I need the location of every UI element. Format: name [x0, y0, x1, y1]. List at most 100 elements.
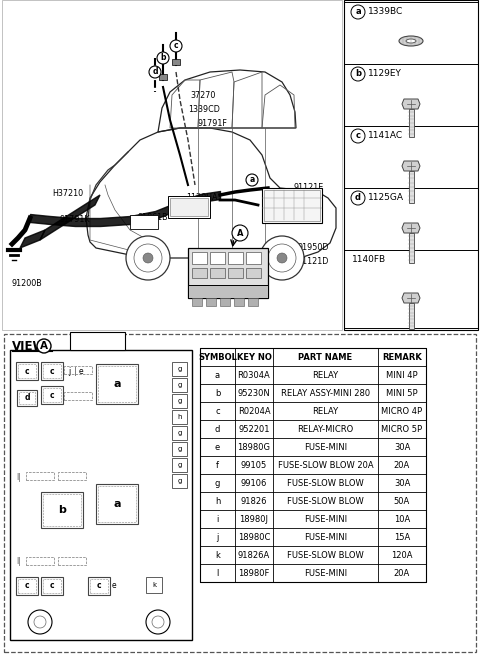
Bar — [188, 285, 268, 298]
Bar — [88, 577, 110, 595]
Text: c: c — [24, 581, 29, 590]
Bar — [192, 268, 207, 278]
Text: 20A: 20A — [394, 569, 410, 577]
Circle shape — [134, 244, 162, 272]
Bar — [246, 268, 261, 278]
Text: KEY NO: KEY NO — [237, 352, 271, 361]
Text: A: A — [40, 341, 48, 351]
Circle shape — [246, 174, 258, 186]
Bar — [16, 577, 38, 595]
Text: 91861B: 91861B — [138, 213, 168, 222]
Text: k: k — [215, 550, 220, 560]
Text: SYMBOL: SYMBOL — [198, 352, 237, 361]
Text: 1141AC: 1141AC — [368, 131, 403, 140]
Text: A: A — [237, 228, 243, 237]
Text: 50A: 50A — [394, 497, 410, 506]
Circle shape — [351, 5, 365, 19]
Text: FUSE-SLOW BLOW 20A: FUSE-SLOW BLOW 20A — [278, 461, 373, 470]
Bar — [26, 557, 54, 565]
Text: b: b — [58, 505, 66, 515]
Circle shape — [277, 253, 287, 263]
Bar — [41, 577, 63, 595]
Bar — [43, 364, 61, 378]
Text: RELAY ASSY-MINI 280: RELAY ASSY-MINI 280 — [281, 388, 370, 398]
Text: e: e — [112, 581, 116, 590]
Text: 1125GA: 1125GA — [368, 194, 404, 203]
Text: h: h — [177, 414, 182, 420]
Text: c: c — [96, 581, 101, 590]
Circle shape — [146, 610, 170, 634]
Bar — [172, 362, 187, 376]
Text: 91121E: 91121E — [293, 184, 323, 192]
Text: 1339BC: 1339BC — [368, 7, 403, 16]
Bar — [159, 74, 167, 80]
Text: 99106: 99106 — [241, 478, 267, 487]
Text: 18980J: 18980J — [240, 514, 268, 523]
Bar — [172, 59, 180, 65]
Text: e: e — [215, 443, 220, 451]
Text: 18980C: 18980C — [238, 533, 270, 541]
Circle shape — [28, 610, 52, 634]
Text: FUSE-MINI: FUSE-MINI — [304, 443, 347, 451]
Bar — [96, 484, 138, 524]
Bar — [262, 188, 322, 223]
Bar — [58, 557, 86, 565]
Text: g: g — [177, 366, 182, 372]
Text: 91791F: 91791F — [198, 119, 228, 129]
Bar — [172, 410, 187, 424]
Bar — [64, 366, 92, 374]
Circle shape — [351, 67, 365, 81]
Text: RELAY: RELAY — [312, 407, 338, 415]
Text: FUSE-SLOW BLOW: FUSE-SLOW BLOW — [287, 478, 364, 487]
Polygon shape — [402, 293, 420, 303]
Text: l: l — [216, 569, 219, 577]
Bar — [17, 390, 37, 406]
Circle shape — [351, 191, 365, 205]
Text: d: d — [24, 394, 30, 403]
Polygon shape — [40, 195, 100, 240]
Text: a: a — [113, 379, 121, 389]
Bar — [90, 579, 108, 593]
Text: b: b — [355, 70, 361, 79]
Text: FUSE-MINI: FUSE-MINI — [304, 514, 347, 523]
Text: f: f — [216, 461, 219, 470]
Circle shape — [149, 66, 161, 78]
Text: e: e — [79, 367, 84, 375]
Text: R0304A: R0304A — [238, 371, 270, 380]
Text: 91200B: 91200B — [12, 279, 43, 287]
Text: FUSE-MINI: FUSE-MINI — [304, 569, 347, 577]
Text: g: g — [177, 430, 182, 436]
Bar — [98, 486, 136, 522]
Circle shape — [260, 236, 304, 280]
Text: 1140FB: 1140FB — [352, 255, 386, 264]
Text: c: c — [24, 367, 29, 375]
Bar — [248, 298, 258, 306]
Text: RELAY-MICRO: RELAY-MICRO — [298, 424, 354, 434]
Text: g: g — [177, 478, 182, 484]
Text: PART NAME: PART NAME — [299, 352, 353, 361]
Bar — [192, 252, 207, 264]
Bar — [210, 252, 225, 264]
Text: c: c — [215, 407, 220, 415]
Circle shape — [37, 339, 51, 353]
Text: 20A: 20A — [394, 461, 410, 470]
Bar — [18, 579, 36, 593]
Bar — [206, 298, 216, 306]
Bar — [170, 198, 208, 216]
Text: 120A: 120A — [391, 550, 413, 560]
Text: MINI 4P: MINI 4P — [386, 371, 418, 380]
Bar — [172, 474, 187, 488]
Text: 18980F: 18980F — [238, 569, 270, 577]
Text: |: | — [73, 367, 76, 375]
Bar — [70, 332, 125, 350]
Text: 18980G: 18980G — [238, 443, 271, 451]
Bar — [409, 171, 414, 203]
Text: MICRO 4P: MICRO 4P — [382, 407, 422, 415]
Bar — [43, 579, 61, 593]
Text: 30A: 30A — [394, 443, 410, 451]
Bar — [344, 0, 478, 330]
Bar — [26, 472, 54, 480]
Text: a: a — [250, 176, 254, 184]
Bar — [18, 364, 36, 378]
Text: j: j — [68, 367, 70, 375]
